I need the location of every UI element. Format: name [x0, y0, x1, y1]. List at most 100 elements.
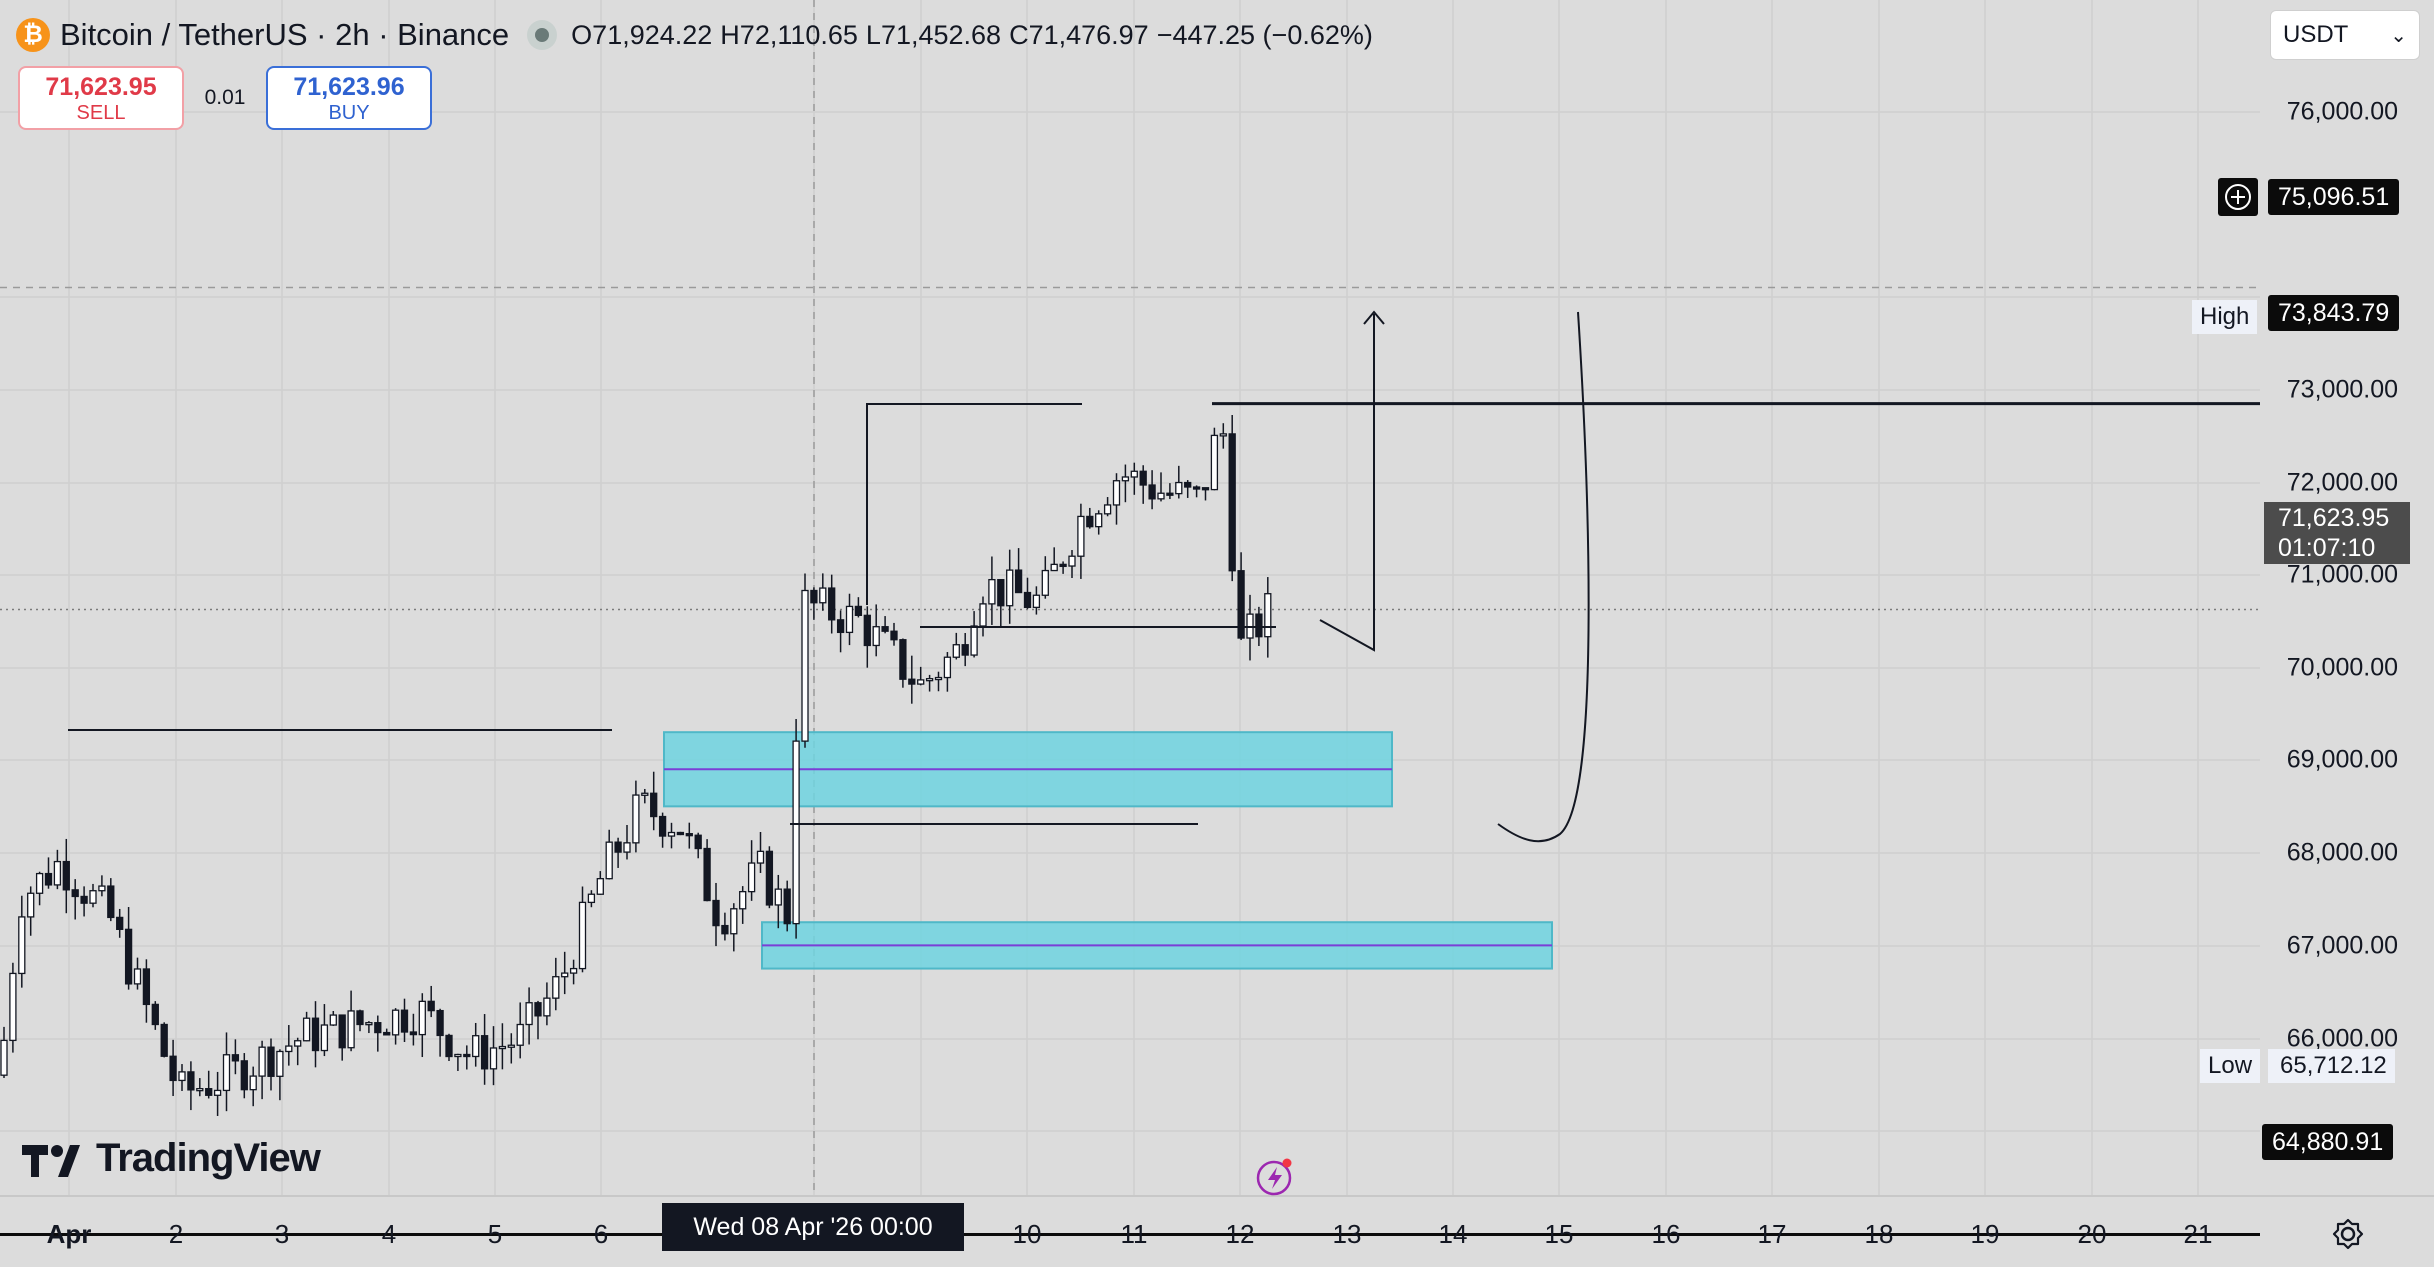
crosshair-price-label: 75,096.51: [2268, 179, 2400, 215]
candle-body: [142, 968, 151, 1006]
candle-body: [294, 1040, 302, 1047]
candle-body: [1175, 481, 1183, 495]
candle-body: [409, 1031, 418, 1036]
candle-body: [596, 878, 604, 895]
open-value: 71,924.22: [592, 19, 713, 50]
candle-body: [1255, 613, 1263, 638]
bitcoin-logo-icon: ₿: [16, 18, 50, 52]
candle-body: [792, 740, 800, 925]
candle-body: [569, 967, 578, 974]
currency-select[interactable]: USDT ⌄: [2270, 10, 2420, 60]
candle-body: [27, 892, 35, 918]
tradingview-watermark: TradingView: [20, 1136, 321, 1181]
candle-body: [1059, 563, 1067, 568]
candle-body: [1219, 433, 1227, 437]
candle-body: [169, 1055, 177, 1082]
candle-body: [765, 850, 774, 906]
candle-body: [614, 841, 622, 853]
candle-body: [828, 587, 836, 621]
candle-body: [1095, 513, 1103, 528]
candle-body: [231, 1054, 240, 1062]
candle-body: [1228, 433, 1236, 572]
candle-body: [71, 889, 79, 898]
candle-body: [53, 860, 62, 886]
candle-body: [320, 1024, 329, 1052]
price-tick-label: 71,000.00: [2286, 560, 2398, 589]
candle-body: [124, 928, 133, 985]
candle-body: [400, 1009, 409, 1033]
candle-body: [1157, 492, 1165, 500]
candle-body: [739, 891, 747, 910]
candle-body: [1086, 515, 1094, 528]
candle-body: [801, 589, 809, 742]
candle-body: [498, 1045, 507, 1050]
buy-button[interactable]: 71,623.96 BUY: [266, 66, 432, 130]
candle-body: [917, 679, 925, 685]
price-tick-label: 76,000.00: [2286, 97, 2398, 126]
candle-body: [338, 1014, 346, 1049]
time-tick-label: 2: [168, 1219, 184, 1249]
candle-body: [685, 833, 693, 837]
sell-price: 71,623.95: [45, 73, 157, 101]
settings-icon[interactable]: [2330, 1216, 2366, 1252]
time-tick-label: 18: [1864, 1219, 1894, 1249]
candle-body: [1112, 480, 1121, 506]
candle-body: [18, 916, 26, 975]
candle-body: [187, 1071, 195, 1091]
line-price-label: 64,880.91: [2262, 1124, 2394, 1160]
arrow-head: [1363, 310, 1385, 325]
candle-body: [1103, 504, 1112, 515]
candle-body: [712, 899, 720, 927]
candle-body: [943, 656, 952, 679]
candle-body: [1077, 515, 1085, 557]
candle-body: [552, 976, 560, 999]
current-price: 71,623.95: [2278, 504, 2390, 532]
time-tick-label: 13: [1332, 1219, 1362, 1249]
candle-body: [578, 901, 587, 970]
time-tick-label: 17: [1757, 1219, 1787, 1249]
buy-price: 71,623.96: [293, 73, 405, 101]
candle-body: [472, 1035, 480, 1058]
candle-body: [979, 603, 987, 627]
projection-arrow: [1319, 314, 1375, 652]
candle-body: [1023, 591, 1032, 609]
currency-value: USDT: [2283, 21, 2349, 48]
candle-body: [240, 1060, 248, 1091]
candle-body: [489, 1047, 498, 1070]
price-tick-label: 73,000.00: [2286, 375, 2398, 404]
symbol-title[interactable]: Bitcoin / TetherUS · 2h · Binance: [60, 17, 510, 52]
candle-body: [747, 862, 756, 893]
candle-body: [961, 644, 969, 656]
time-tick-label: 16: [1651, 1219, 1681, 1249]
time-tick-label: 19: [1970, 1219, 2000, 1249]
candle-body: [516, 1023, 524, 1046]
candle-body: [1139, 470, 1147, 486]
high-tag: High: [2192, 300, 2258, 334]
time-tick-label: 20: [2077, 1219, 2107, 1249]
candle-body: [133, 968, 142, 985]
candle-body: [534, 1002, 542, 1017]
time-tick-label: 14: [1438, 1219, 1468, 1249]
candle-body: [881, 626, 889, 632]
sell-button[interactable]: 71,623.95 SELL: [18, 66, 184, 130]
lightning-icon[interactable]: [1256, 1158, 1294, 1196]
price-tick-label: 70,000.00: [2286, 653, 2398, 682]
candle-body: [934, 676, 943, 681]
candle-body: [507, 1044, 515, 1048]
change-value: −447.25 (−0.62%): [1156, 19, 1373, 50]
candle-body: [418, 1000, 426, 1036]
sell-label: SELL: [76, 102, 126, 124]
candle-body: [810, 589, 818, 604]
candle-body: [1166, 492, 1174, 496]
time-tick-label: 10: [1012, 1219, 1042, 1249]
time-tick-label: 3: [274, 1219, 290, 1249]
plus-circle-icon[interactable]: [2218, 178, 2258, 216]
candle-body: [267, 1046, 275, 1077]
candle-body: [970, 625, 978, 656]
market-status-icon[interactable]: [527, 20, 558, 50]
candle-body: [213, 1089, 222, 1096]
candle-body: [1050, 563, 1058, 572]
spread-value: 0.01: [204, 86, 246, 109]
candle-body: [1210, 434, 1219, 491]
